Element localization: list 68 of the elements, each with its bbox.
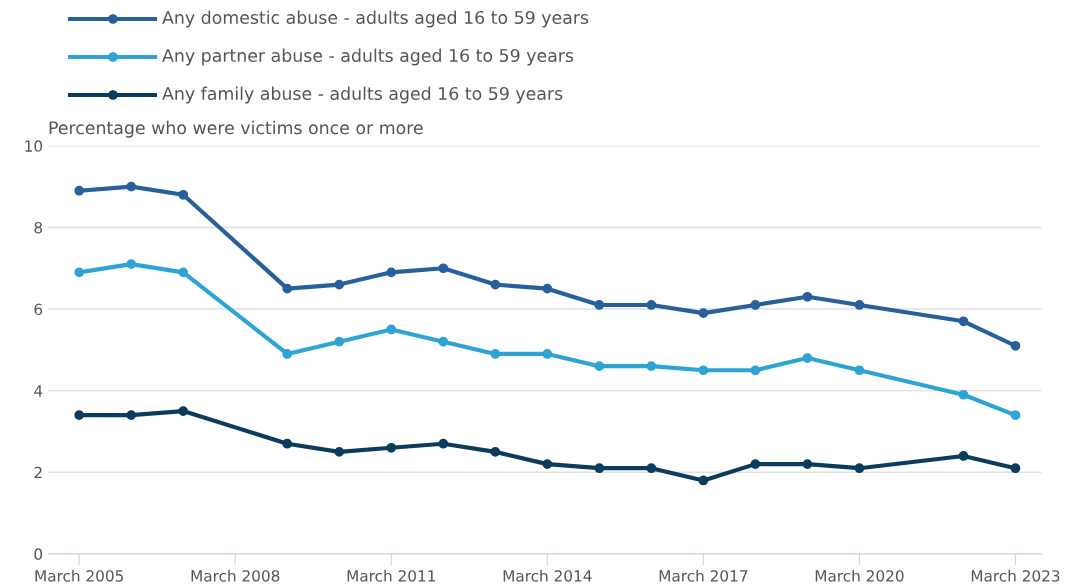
y-tick-label: 2 xyxy=(34,466,42,479)
y-tick-label: 8 xyxy=(34,221,43,234)
point xyxy=(698,308,709,318)
point xyxy=(594,463,605,474)
x-tick-label: March 2023 xyxy=(971,569,1060,582)
point xyxy=(698,475,709,486)
point xyxy=(490,349,501,359)
point xyxy=(646,361,657,372)
point xyxy=(958,389,969,400)
point xyxy=(854,300,865,310)
point xyxy=(334,447,345,457)
point xyxy=(854,463,865,474)
y-tick-label: 4 xyxy=(34,385,43,397)
point xyxy=(958,451,969,461)
point xyxy=(282,283,293,294)
point xyxy=(334,336,345,347)
x-tick-label: March 2011 xyxy=(347,569,436,582)
point xyxy=(490,279,501,290)
point xyxy=(750,459,761,469)
legend-label: Any partner abuse - adults aged 16 to 59 years xyxy=(162,48,574,66)
x-tick-label: March 2017 xyxy=(659,569,748,582)
point xyxy=(178,267,189,278)
point xyxy=(646,300,657,310)
point xyxy=(178,189,189,200)
y-tick-label: 10 xyxy=(25,140,43,152)
point xyxy=(74,185,85,196)
point xyxy=(698,365,709,376)
x-tick-label: March 2008 xyxy=(191,569,280,582)
y-tick-label: 6 xyxy=(34,303,43,316)
point xyxy=(802,353,813,363)
point xyxy=(438,263,449,274)
point xyxy=(438,438,449,449)
point xyxy=(74,410,85,421)
point xyxy=(386,442,397,453)
y-tick-label: 0 xyxy=(34,548,43,560)
point xyxy=(126,181,137,192)
point xyxy=(750,365,761,376)
legend-label: Any domestic abuse - adults aged 16 to 59 years xyxy=(162,10,589,28)
point xyxy=(282,349,293,359)
y-axis-title: Percentage who were victims once or more xyxy=(49,120,423,138)
point xyxy=(1010,463,1021,474)
point xyxy=(802,459,813,469)
point xyxy=(386,324,397,335)
point xyxy=(334,279,345,290)
x-tick-label: March 2020 xyxy=(815,569,904,582)
point xyxy=(542,283,553,294)
x-tick-label: March 2005 xyxy=(35,569,123,582)
point xyxy=(802,291,813,302)
point xyxy=(750,300,761,310)
point xyxy=(126,410,137,421)
point xyxy=(178,406,189,416)
point xyxy=(958,316,969,327)
point xyxy=(282,438,293,449)
point xyxy=(1010,340,1021,351)
x-tick-label: March 2014 xyxy=(503,569,592,582)
point xyxy=(594,300,605,310)
point xyxy=(438,336,449,347)
legend-label: Any family abuse - adults aged 16 to 59 years xyxy=(162,86,563,104)
point xyxy=(386,267,397,278)
point xyxy=(594,361,605,372)
point xyxy=(126,259,137,270)
point xyxy=(854,365,865,376)
point xyxy=(542,459,553,469)
point xyxy=(646,463,657,474)
point xyxy=(1010,410,1021,421)
point xyxy=(542,349,553,359)
point xyxy=(74,267,85,278)
point xyxy=(490,447,501,457)
